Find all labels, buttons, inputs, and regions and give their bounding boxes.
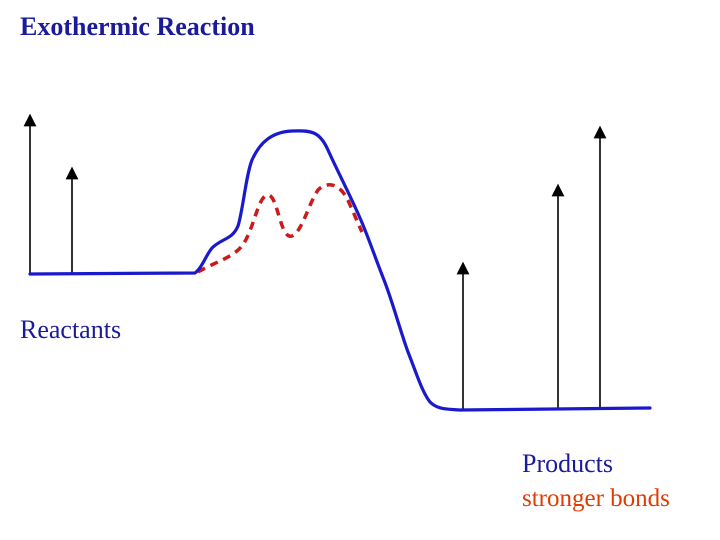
energy-curve — [28, 129, 652, 412]
diagram-title: Exothermic Reaction — [20, 12, 255, 41]
reactants-label: Reactants — [20, 315, 122, 344]
products-label: Products — [522, 449, 613, 478]
catalyzed-reaction-path — [197, 183, 364, 274]
products-note-label: stronger bonds — [522, 485, 670, 512]
